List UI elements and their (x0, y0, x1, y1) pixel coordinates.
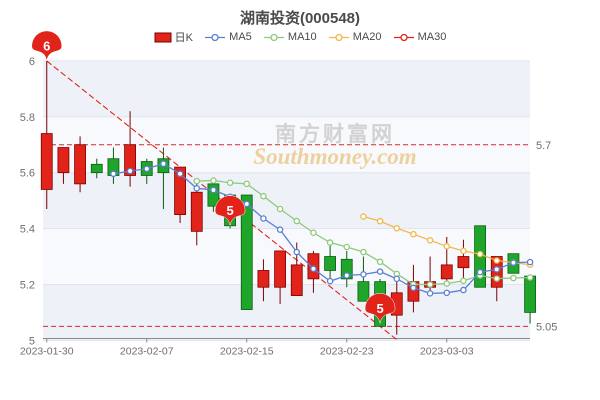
svg-text:2023-01-30: 2023-01-30 (20, 346, 74, 358)
svg-text:5.4: 5.4 (20, 224, 35, 236)
svg-text:6: 6 (29, 56, 35, 68)
svg-text:5.2: 5.2 (20, 279, 35, 291)
svg-text:2023-02-23: 2023-02-23 (320, 346, 374, 358)
svg-text:5.05: 5.05 (536, 321, 557, 333)
svg-text:2023-02-15: 2023-02-15 (220, 346, 274, 358)
svg-text:5.8: 5.8 (20, 112, 35, 124)
svg-text:5: 5 (226, 203, 233, 218)
svg-text:5.7: 5.7 (536, 140, 551, 152)
svg-text:2023-03-03: 2023-03-03 (420, 346, 474, 358)
svg-text:5.6: 5.6 (20, 168, 35, 180)
svg-text:5: 5 (376, 301, 383, 316)
svg-text:2023-02-07: 2023-02-07 (120, 346, 174, 358)
